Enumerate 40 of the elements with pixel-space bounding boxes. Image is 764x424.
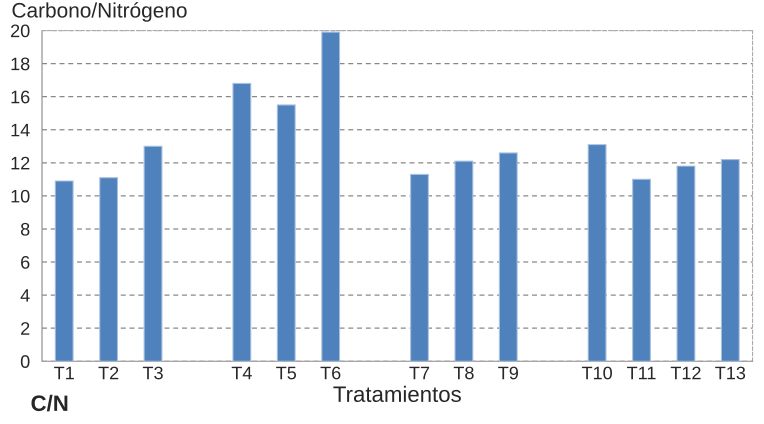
y-tick-label: 6 [21,256,30,269]
bar [410,174,429,362]
x-tick-label: T2 [98,366,118,380]
x-tick-label: T13 [715,366,746,380]
x-axis-title: Tratamientos [333,386,461,402]
bar [276,104,296,362]
text: C/N [31,394,68,412]
y-tick-label: 18 [12,58,30,70]
bar [588,144,607,362]
y-tick-label: 8 [20,222,30,236]
bar [144,146,162,362]
bar [232,82,252,362]
bar [632,178,651,362]
x-tick-label: T6 [320,366,340,380]
x-tick-label: T3 [142,366,163,380]
y-tick-label: 20 [11,24,30,38]
y-tick-label: 12 [12,156,30,170]
y-tick-label: 4 [20,289,30,302]
bar [676,166,696,362]
bar [498,152,518,362]
x-tick-label: T12 [670,366,701,380]
y-tick-label: 10 [12,190,30,203]
x-tick-label: T11 [627,366,656,380]
x-tick-label: T8 [454,366,474,380]
bar [321,32,340,362]
y-tick-label: 16 [12,90,30,104]
bar [720,158,740,362]
x-tick-label: T10 [582,366,612,380]
bar [454,160,474,362]
x-tick-label: T7 [409,366,430,380]
bar [99,177,118,362]
bar [54,180,74,362]
x-tick-label: T5 [276,366,296,380]
y-axis-title: Carbono/Nitrógeno [12,2,187,22]
x-tick-label: T4 [232,366,252,380]
x-tick-label: T9 [498,366,518,380]
y-tick-label: 0 [20,355,30,368]
y-tick-label: 14 [12,124,30,136]
y-tick-label: 2 [21,322,30,335]
x-tick-label: T1 [54,366,74,380]
